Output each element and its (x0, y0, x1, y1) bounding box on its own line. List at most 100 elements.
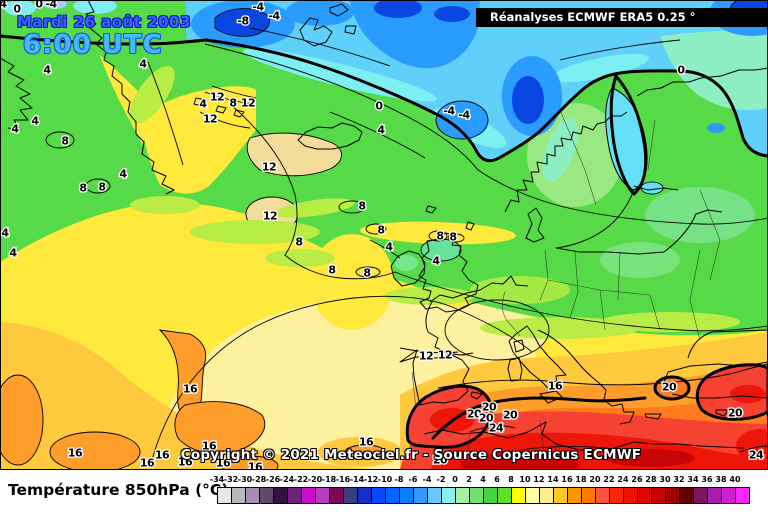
colorbar-cell (302, 488, 316, 503)
colorbar-tick: -4 (422, 475, 432, 484)
contour-label: -4 (45, 0, 57, 11)
colorbar-cell (428, 488, 442, 503)
contour-label: 16 (202, 440, 217, 453)
contour-label: 8 (328, 264, 335, 277)
contour-label: 4 (432, 255, 440, 268)
contour-label: 8 (79, 182, 86, 195)
contour-label: 8 (363, 267, 370, 280)
colorbar-tick: -18 (321, 475, 337, 484)
colorbar-cell (512, 488, 526, 503)
contour-label: 8 (295, 236, 302, 249)
colorbar-cell (624, 488, 638, 503)
colorbar-cell (708, 488, 722, 503)
colorbar-cell (638, 488, 652, 503)
colorbar-cell (610, 488, 624, 503)
contour-label: 20 (479, 412, 494, 425)
contour-label: 20 (482, 401, 497, 414)
colorbar-tick: 18 (575, 475, 587, 484)
contour-label: 20 (433, 454, 448, 467)
colorbar-cell (246, 488, 260, 503)
contour-label: 16 (359, 436, 374, 449)
colorbar-tick: 24 (617, 475, 629, 484)
contour-label: 12 (203, 113, 217, 126)
contour-label: 20 (467, 408, 482, 421)
contour-label: 12 (438, 349, 452, 362)
colorbar-tick: 22 (603, 475, 615, 484)
colorbar-tick: -24 (279, 475, 295, 484)
contour-label: 16 (155, 449, 170, 462)
colorbar-tick: 16 (561, 475, 573, 484)
colorbar-tick: -20 (307, 475, 323, 484)
colorbar-tick: 12 (533, 475, 545, 484)
colorbar-cell (596, 488, 610, 503)
contour-label: 4 (139, 58, 147, 71)
contour-label: 4 (31, 115, 39, 128)
contour-label: 16 (140, 457, 155, 470)
contour-label: 8 (61, 135, 68, 148)
colorbar-cell (386, 488, 400, 503)
contour-label: 4 (119, 168, 127, 181)
contour-label: 12 (241, 97, 255, 110)
contour-label: -4 (458, 109, 470, 122)
colorbar-tick: 0 (452, 475, 458, 484)
contour-label: 16 (183, 383, 198, 396)
contour-label: 8 (436, 230, 443, 243)
colorbar-cell (288, 488, 302, 503)
colorbar-tick: 2 (466, 475, 472, 484)
contour-label: 16 (178, 456, 193, 469)
contour-label: 4 (9, 247, 17, 260)
contour-label: 8 (229, 97, 236, 110)
colorbar-cell (260, 488, 274, 503)
contour-label: 4 (11, 123, 19, 136)
colorbar-cell (414, 488, 428, 503)
contour-label: 20 (503, 409, 518, 422)
colorbar-cell (442, 488, 456, 503)
colorbar-tick: 26 (631, 475, 643, 484)
colorbar-tick: 36 (701, 475, 713, 484)
colorbar-tick: 20 (589, 475, 601, 484)
contour-label: 20 (662, 381, 677, 394)
colorbar-cell (274, 488, 288, 503)
colorbar-cell (736, 488, 749, 503)
colorbar-cell (372, 488, 386, 503)
contour-label: -4 (268, 10, 280, 23)
colorbar-tick: -34 (209, 475, 225, 484)
contour-label: 24 (489, 422, 504, 435)
date-label: Mardi 26 août 2003 (17, 13, 191, 31)
colorbar-cell (582, 488, 596, 503)
colorbar-tick: -10 (377, 475, 393, 484)
colorbar-tick: 14 (547, 475, 559, 484)
contour-label: 20 (728, 407, 743, 420)
colorbar-tick: -22 (293, 475, 309, 484)
contour-label: 8 (449, 231, 456, 244)
colorbar-cell (484, 488, 498, 503)
colorbar-cell (456, 488, 470, 503)
contour-label: 16 (248, 461, 263, 471)
colorbar-tick: -14 (349, 475, 365, 484)
colorbar-cell (694, 488, 708, 503)
contour-label: -4 (443, 105, 455, 118)
colorbar-cell (344, 488, 358, 503)
contour-label: -4 (252, 1, 264, 14)
colorbar-tick: 10 (519, 475, 531, 484)
contour-label: 24 (749, 449, 764, 462)
contour-label: 16 (548, 380, 563, 393)
colorbar-tick: 28 (645, 475, 657, 484)
contour-label: 16 (216, 457, 231, 470)
colorbar-tick: -12 (363, 475, 379, 484)
contour-label: 8 (377, 224, 384, 237)
colorbar-cell (568, 488, 582, 503)
legend-bar: Température 850hPa (°C) -34 -32 -30 -28 -26-… (0, 470, 768, 512)
colorbar-tick: -8 (394, 475, 404, 484)
colorbar-cell (330, 488, 344, 503)
colorbar-cell (498, 488, 512, 503)
contour-label: 4 (385, 241, 393, 254)
contour-label: 16 (68, 447, 83, 460)
colorbar-cell (680, 488, 694, 503)
colorbar-cell (652, 488, 666, 503)
copyright-label: Copyright © 2021 Meteociel.fr - Source C… (180, 447, 642, 463)
colorbar-tick: 8 (508, 475, 514, 484)
contour-label: 12 (263, 210, 277, 223)
